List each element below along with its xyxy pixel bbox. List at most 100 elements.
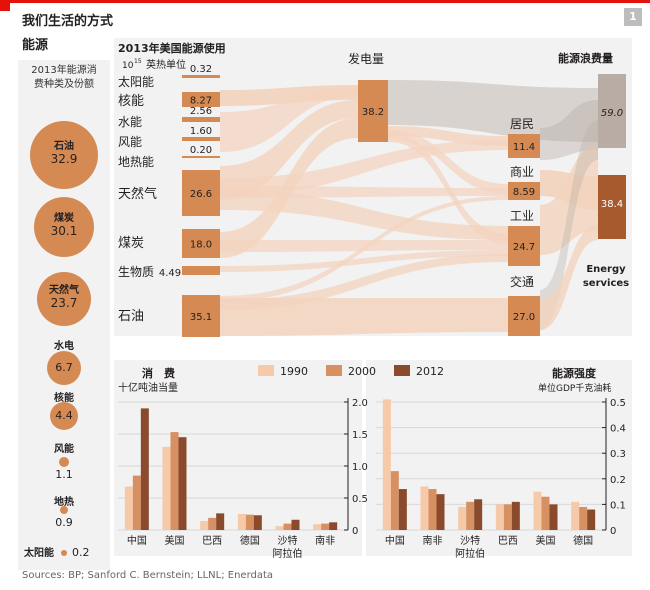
sankey-flows [220, 80, 598, 336]
source-node [182, 229, 220, 258]
source-node [182, 266, 220, 275]
share-value: 1.1 [55, 468, 73, 481]
bar-2000 [428, 489, 437, 530]
x-category-label: 德国 [240, 534, 260, 547]
bar-2012 [549, 504, 558, 530]
sector-value: 27.0 [513, 312, 535, 323]
x-category-label: 巴西 [202, 535, 222, 547]
y-tick-label: 0 [610, 526, 616, 537]
bar-2012 [329, 522, 338, 530]
flow-band [220, 190, 508, 240]
sector-label: 商业 [510, 164, 534, 179]
x-category-label: 中国 [127, 534, 147, 547]
bar-1990 [162, 446, 171, 530]
source-value: 0.20 [190, 145, 212, 156]
services-label-line2: services [583, 278, 629, 289]
bar-2012 [291, 519, 300, 530]
source-value: 0.32 [190, 64, 212, 75]
bar-2000 [245, 514, 254, 530]
source-label: 水能 [118, 115, 142, 129]
bar-1990 [382, 399, 391, 530]
source-node [182, 92, 220, 107]
source-value: 8.27 [190, 96, 212, 107]
share-value: 30.1 [50, 224, 78, 238]
y-tick-label: 0.1 [610, 500, 626, 511]
bar-2012 [140, 408, 149, 530]
waste-value: 59.0 [601, 108, 623, 119]
x-category-label: 沙特 [278, 535, 298, 547]
bar-1990 [571, 501, 580, 530]
share-value: 4.4 [55, 409, 73, 422]
flow-band [540, 100, 598, 160]
source-label: 太阳能 [118, 74, 154, 89]
share-bubble-text: 煤炭 30.1 [34, 213, 94, 237]
page-subtitle: 能源 [22, 38, 49, 53]
share-bubble-5 [59, 457, 69, 467]
sector-node [508, 134, 540, 158]
page-title: 我们生活的方式 [22, 14, 114, 29]
share-bubble-text: 天然气 23.7 [34, 285, 94, 309]
share-label: 地热 [54, 497, 74, 508]
flow-band [220, 88, 358, 152]
y-tick-label: 0.2 [610, 475, 626, 486]
source-node [182, 117, 220, 122]
intensity-ylabel: 单位GDP千克油耗 [538, 382, 611, 394]
y-tick-label: 0.3 [610, 449, 626, 460]
flow-band [220, 85, 358, 106]
source-node [182, 170, 220, 216]
bar-2000 [170, 432, 179, 530]
services-node [598, 175, 626, 239]
y-tick-label: 0.5 [352, 494, 368, 505]
power-node [358, 80, 388, 142]
source-label: 煤炭 [118, 236, 144, 251]
bar-2012 [398, 489, 407, 530]
bar-1990 [124, 486, 133, 530]
bar-1990 [458, 506, 467, 530]
legend-label-2000: 2000 [348, 365, 376, 378]
share-label: 水电 [54, 341, 74, 352]
share-bubble-7 [61, 550, 67, 556]
source-value: 4.49 [159, 268, 181, 279]
share-bubble-1 [34, 197, 94, 257]
share-bubble-0 [30, 121, 98, 189]
waste-node [598, 74, 626, 148]
top-accent-bar [0, 0, 650, 3]
bar-1990 [275, 526, 284, 530]
sankey-unit-exponent: 15 [134, 58, 142, 65]
year-legend: 1990 2000 2012 [258, 365, 444, 378]
bar-2012 [474, 499, 483, 530]
share-value: 0.9 [55, 516, 73, 529]
services-label-line1: Energy [586, 264, 626, 275]
share-bubble-2 [37, 272, 91, 326]
x-category-label: 南非 [423, 534, 443, 547]
x-category-label: 南非 [315, 534, 335, 547]
source-label: 天然气 [118, 186, 157, 202]
flow-band [540, 145, 598, 255]
bar-2000 [321, 523, 330, 530]
consumption-ylabel: 十亿吨油当量 [118, 381, 178, 394]
flow-band [388, 130, 508, 194]
share-bubble-text: 石油 32.9 [34, 141, 94, 165]
bar-2000 [579, 506, 588, 530]
flow-band [220, 140, 508, 196]
x-category-label: 德国 [573, 534, 593, 547]
share-label: 煤炭 [54, 213, 74, 224]
sidebar-heading-line1: 2013年能源消 [31, 65, 97, 76]
bar-1990 [313, 524, 322, 530]
intensity-title: 能源强度 [552, 366, 597, 380]
flow-band [220, 254, 508, 310]
x-category-label: 美国 [536, 534, 556, 547]
share-bubble-3 [47, 351, 81, 385]
share-label: 天然气 [49, 285, 79, 296]
sector-value: 11.4 [513, 142, 535, 153]
x-category-label: 巴西 [498, 535, 518, 547]
sankey-title: 2013年美国能源使用 [118, 41, 226, 55]
source-value: 1.60 [190, 126, 212, 137]
source-value: 2.56 [190, 106, 212, 117]
bar-1990 [200, 521, 209, 530]
legend-label-2012: 2012 [416, 365, 444, 378]
source-node [182, 137, 220, 141]
sector-label: 工业 [510, 209, 534, 223]
legend-swatch-2012 [394, 365, 410, 376]
